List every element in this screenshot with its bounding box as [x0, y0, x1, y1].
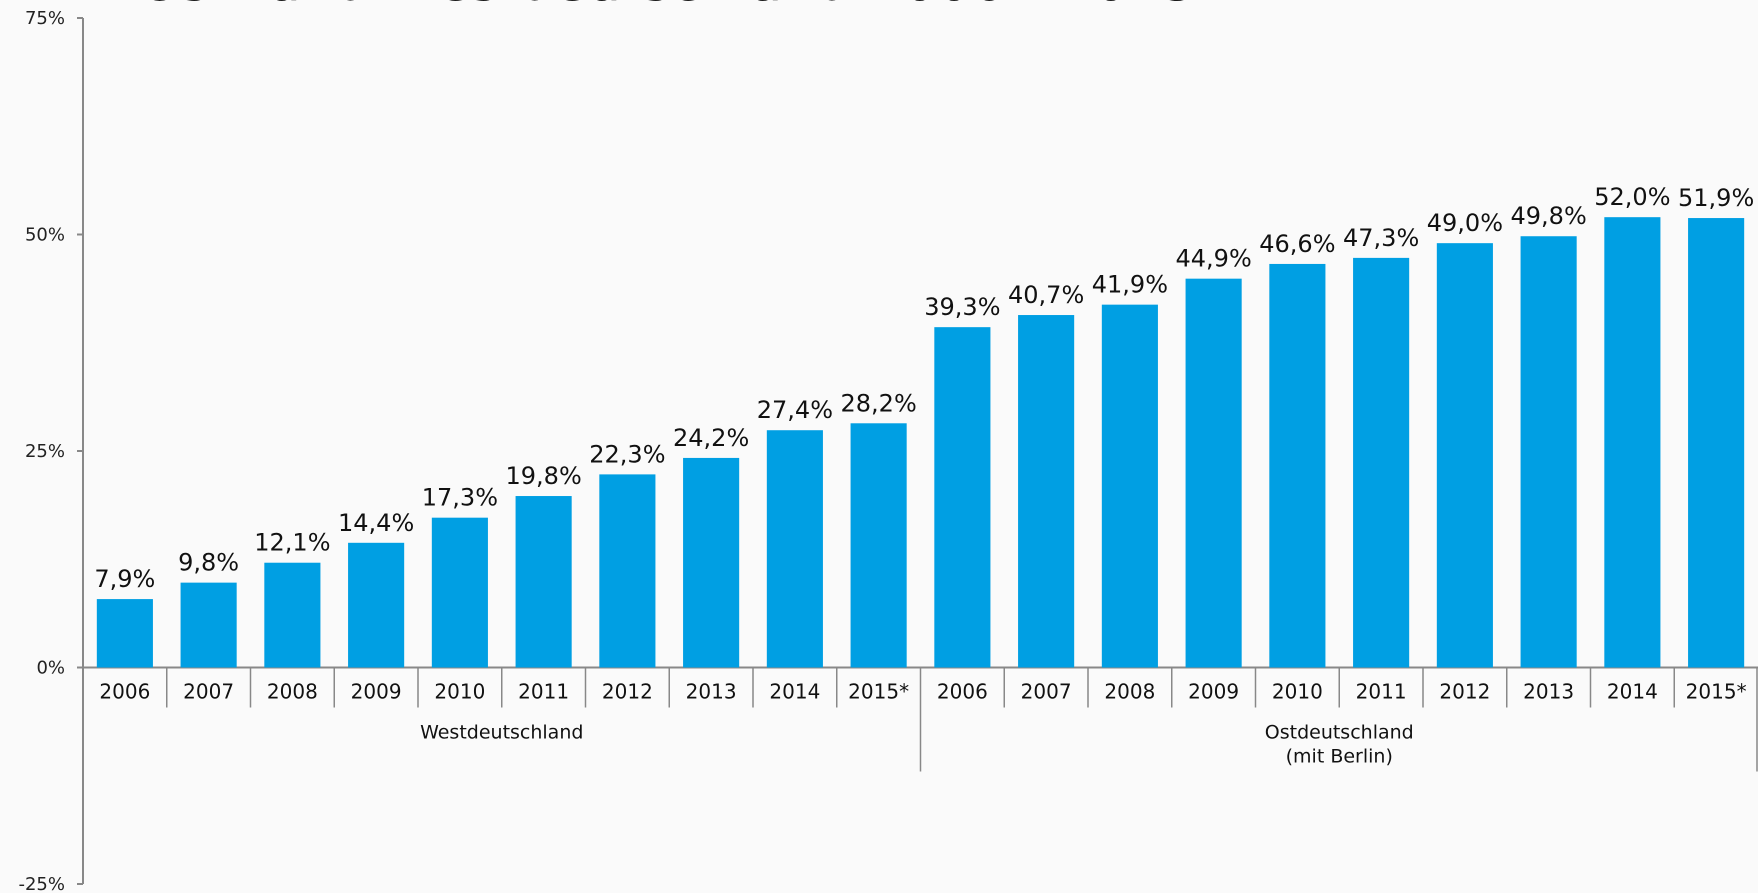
bar: [850, 423, 907, 668]
y-tick-label: 75%: [25, 8, 65, 29]
labels-layer: 7,9% 2006 9,8% 2007 12,1% 2008 14,4% 2009 17,3% 2…: [94, 183, 1754, 767]
y-tick-label: 0%: [36, 658, 65, 679]
bar: [264, 562, 321, 668]
x-tick-label: 2008: [267, 680, 318, 704]
x-tick-label: 2006: [99, 680, 150, 704]
bar: [1269, 263, 1326, 668]
data-label: 52,0%: [1594, 183, 1670, 211]
data-label: 39,3%: [924, 293, 1000, 321]
bars-layer: [96, 217, 1745, 668]
bar: [348, 542, 405, 668]
data-label: 46,6%: [1259, 230, 1335, 258]
group-label: Westdeutschland: [420, 722, 583, 744]
y-tick-label: -25%: [18, 874, 65, 893]
bar: [180, 582, 237, 668]
data-label: 40,7%: [1008, 281, 1084, 309]
x-tick-label: 2012: [1439, 680, 1490, 704]
data-label: 14,4%: [338, 509, 414, 537]
bar: [1353, 257, 1410, 668]
data-label: 28,2%: [841, 389, 917, 417]
x-tick-label: 2011: [1356, 680, 1407, 704]
data-label: 22,3%: [589, 440, 665, 468]
bar: [1520, 236, 1577, 668]
x-tick-label: 2008: [1104, 680, 1155, 704]
x-tick-label: 2015*: [1686, 680, 1747, 704]
y-tick-label: 50%: [25, 225, 65, 246]
data-label: 49,8%: [1511, 202, 1587, 230]
bar: [1436, 243, 1493, 668]
data-label: 12,1%: [254, 529, 330, 557]
y-tick-label: 25%: [25, 441, 65, 462]
data-label: 19,8%: [506, 462, 582, 490]
group-label-line2: (mit Berlin): [1286, 746, 1393, 768]
group-label: Ostdeutschland: [1265, 722, 1414, 744]
data-label: 7,9%: [94, 565, 155, 593]
data-label: 27,4%: [757, 396, 833, 424]
data-label: 44,9%: [1176, 245, 1252, 273]
x-tick-label: 2012: [602, 680, 653, 704]
bar: [1018, 315, 1075, 668]
bar: [1604, 217, 1661, 668]
x-tick-label: 2010: [1272, 680, 1323, 704]
bar: [431, 517, 488, 668]
x-tick-label: 2007: [1021, 680, 1072, 704]
bar: [683, 457, 740, 668]
data-label: 47,3%: [1343, 224, 1419, 252]
data-label: 24,2%: [673, 424, 749, 452]
x-tick-label: 2014: [769, 680, 820, 704]
x-tick-label: 2009: [1188, 680, 1239, 704]
bar: [1185, 278, 1242, 668]
x-tick-label: 2007: [183, 680, 234, 704]
data-label: 49,0%: [1427, 209, 1503, 237]
data-label: 41,9%: [1092, 271, 1168, 299]
x-tick-label: 2006: [937, 680, 988, 704]
x-tick-label: 2015*: [848, 680, 909, 704]
bar: [766, 430, 823, 668]
bar: [1688, 218, 1745, 668]
data-label: 51,9%: [1678, 184, 1754, 212]
x-tick-label: 2010: [434, 680, 485, 704]
x-tick-label: 2014: [1607, 680, 1658, 704]
bar: [1101, 304, 1158, 668]
bar: [515, 496, 572, 668]
data-label: 17,3%: [422, 484, 498, 512]
bar: [599, 474, 656, 668]
x-tick-label: 2011: [518, 680, 569, 704]
chart-title: in Ost- und Westdeutschland 2006 - 2015: [72, 0, 1197, 13]
bar: [934, 327, 991, 668]
x-tick-label: 2013: [686, 680, 737, 704]
x-tick-label: 2013: [1523, 680, 1574, 704]
x-tick-label: 2009: [351, 680, 402, 704]
data-label: 9,8%: [178, 549, 239, 577]
bar: [96, 599, 153, 668]
